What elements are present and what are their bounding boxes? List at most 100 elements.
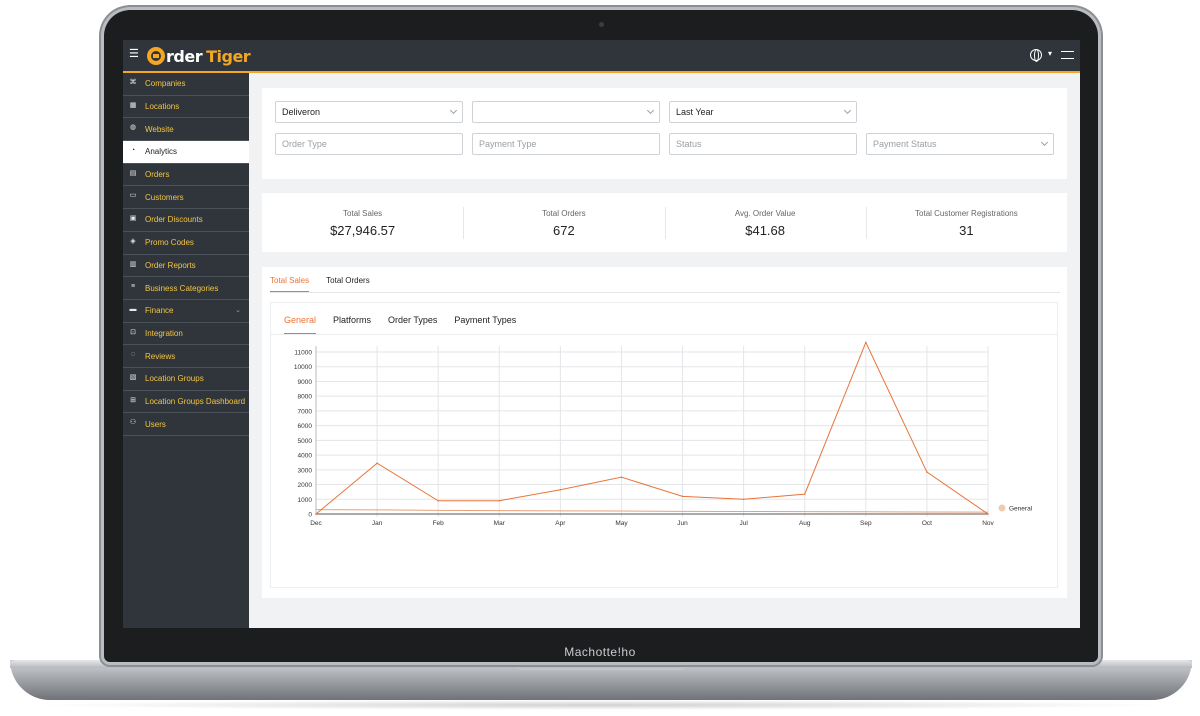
chart-card: Total Sales Total Orders General Platfor…	[262, 267, 1067, 598]
x-tick-label: Nov	[982, 520, 994, 527]
sidebar-item-location-groups-dashboard[interactable]: ⊞ Location Groups Dashboard	[123, 391, 249, 414]
logo-mark	[147, 47, 165, 65]
chevron-down-icon: ⌄	[235, 306, 241, 314]
x-tick-label: Dec	[310, 520, 322, 527]
sales-line-chart: 0 1000 2000 3000 4000 5000 6000 7000 8000 9000 100…	[294, 341, 1033, 527]
payment-status-select[interactable]: Payment Status	[866, 133, 1054, 155]
sidebar-item-orders[interactable]: ▤ Orders	[123, 164, 249, 187]
bar-chart-icon: ▥	[129, 260, 137, 268]
data-point	[376, 462, 378, 464]
dashboard-icon: ⊞	[130, 396, 136, 404]
sidebar-item-reviews[interactable]: ◌ Reviews	[123, 345, 249, 368]
x-tick-label: Aug	[799, 520, 811, 527]
sidebar-item-order-reports[interactable]: ▥ Order Reports	[123, 255, 249, 278]
sidebar-item-label: Website	[145, 124, 174, 134]
screen: ☰ rder Tiger ▾ ⌘ Companies ▦ Locations ◍ Webs…	[123, 40, 1080, 628]
top-bar: ☰ rder Tiger ▾	[123, 40, 1080, 73]
data-point	[803, 493, 806, 495]
logo[interactable]: rder Tiger	[147, 45, 251, 67]
status-placeholder: Status	[676, 139, 702, 149]
stat-total-orders: Total Orders 672	[463, 193, 664, 252]
sidebar-item-website[interactable]: ◍ Website	[123, 118, 249, 142]
laptop-shadow	[30, 700, 1172, 710]
data-point	[437, 499, 439, 502]
sidebar-item-companies[interactable]: ⌘ Companies	[123, 73, 249, 96]
chevron-down-icon	[843, 106, 852, 115]
wallet-icon: ▬	[129, 305, 137, 313]
company-select-value: Deliveron	[282, 107, 321, 117]
comment-icon: ◌	[130, 351, 136, 359]
y-tick-label: 1000	[298, 497, 313, 504]
y-tick-label: 4000	[298, 453, 313, 460]
payment-type-field[interactable]: Payment Type	[472, 133, 660, 155]
sidebar-item-label: Orders	[145, 170, 170, 180]
sidebar-item-users[interactable]: ⚇ Users	[123, 413, 249, 436]
x-tick-label: Mar	[494, 520, 506, 527]
sitemap-icon: ⌘	[129, 79, 137, 86]
sidebar-item-label: Location Groups Dashboard	[145, 396, 246, 406]
laptop-brand: Machotte!ho	[564, 645, 636, 659]
data-point	[315, 513, 317, 515]
layers-icon: ▧	[129, 373, 137, 381]
users-icon: ⚇	[129, 419, 137, 427]
legend-swatch	[998, 504, 1006, 512]
stat-total-sales: Total Sales $27,946.57	[262, 193, 463, 252]
sidebar-item-analytics[interactable]: ◔ Analytics	[123, 141, 249, 164]
stat-value: $41.68	[745, 223, 785, 238]
building-icon: ▦	[129, 101, 137, 109]
order-type-field[interactable]: Order Type	[275, 133, 463, 155]
chevron-down-icon	[449, 106, 458, 115]
chevron-down-icon[interactable]: ▾	[1047, 49, 1052, 58]
data-point	[987, 513, 989, 515]
order-type-placeholder: Order Type	[282, 139, 327, 149]
metric-tabs: Total Sales Total Orders	[270, 267, 1060, 293]
sidebar-item-order-discounts[interactable]: ▣ Order Discounts	[123, 209, 249, 232]
stat-value: 672	[553, 223, 575, 238]
list-icon: ≡	[130, 283, 136, 291]
payment-status-placeholder: Payment Status	[873, 139, 937, 149]
y-tick-label: 9000	[298, 379, 313, 386]
x-tick-label: Apr	[555, 520, 566, 527]
tab-order-types[interactable]: Order Types	[388, 315, 438, 325]
sidebar-item-business-categories[interactable]: ≡ Business Categories	[123, 277, 249, 300]
sidebar-item-label: Integration	[145, 328, 183, 338]
tab-payment-types[interactable]: Payment Types	[454, 315, 517, 325]
data-point	[681, 495, 684, 498]
tab-general[interactable]: General	[284, 303, 317, 334]
hamburger-icon[interactable]	[1061, 51, 1074, 59]
globe-icon[interactable]	[1030, 49, 1042, 62]
data-point	[498, 499, 501, 502]
stat-label: Avg. Order Value	[734, 209, 796, 218]
tab-platforms[interactable]: Platforms	[333, 315, 372, 325]
sidebar-item-customers[interactable]: ▭ Customers	[123, 186, 249, 210]
sidebar-item-locations[interactable]: ▦ Locations	[123, 96, 249, 119]
location-select[interactable]	[472, 101, 660, 123]
stat-avg-order-value: Avg. Order Value $41.68	[664, 193, 866, 252]
x-tick-label: Jun	[677, 520, 688, 527]
x-tick-label: Jan	[372, 520, 383, 527]
data-point	[865, 341, 867, 344]
sidebar-item-label: Business Categories	[145, 283, 219, 293]
status-field[interactable]: Status	[669, 133, 857, 155]
sidebar-item-finance[interactable]: ▬ Finance ⌄	[123, 300, 249, 323]
logo-word-1: rder	[166, 46, 203, 66]
period-select[interactable]: Last Year	[669, 101, 857, 123]
y-tick-label: 8000	[298, 394, 313, 401]
id-card-icon: ▭	[129, 192, 137, 200]
tab-total-sales[interactable]: Total Sales	[270, 267, 310, 292]
breakdown-tabs: General Platforms Order Types Payment Ty…	[271, 303, 1057, 335]
sidebar-item-label: Finance	[145, 306, 174, 316]
company-select[interactable]: Deliveron	[275, 101, 463, 123]
main-content: Deliveron Last Year Order Type Payment T…	[249, 73, 1080, 628]
y-tick-label: 6000	[298, 423, 313, 430]
y-tick-label: 2000	[298, 482, 313, 489]
sidebar-item-location-groups[interactable]: ▧ Location Groups	[123, 368, 249, 391]
sidebar-item-label: Reviews	[145, 351, 176, 361]
sidebar-item-promo-codes[interactable]: ◈ Promo Codes	[123, 232, 249, 255]
chart-panel: General Platforms Order Types Payment Ty…	[270, 302, 1058, 588]
sidebar-item-label: Analytics	[145, 147, 178, 157]
menu-toggle-icon[interactable]: ☰	[129, 48, 139, 60]
sidebar-item-integration[interactable]: ⊡ Integration	[123, 323, 249, 346]
tab-total-orders[interactable]: Total Orders	[326, 276, 370, 285]
chevron-down-icon	[646, 106, 655, 115]
